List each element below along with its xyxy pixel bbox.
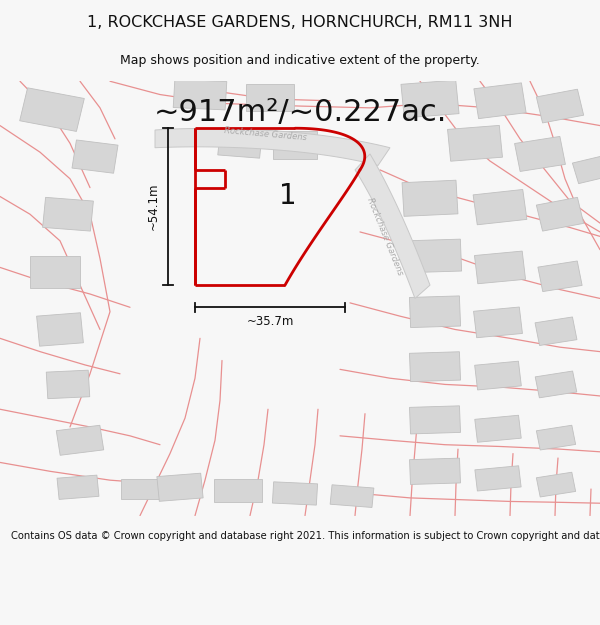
Text: Rockchase Gardens: Rockchase Gardens (223, 126, 307, 142)
Polygon shape (157, 473, 203, 501)
Polygon shape (20, 88, 85, 131)
Text: ~35.7m: ~35.7m (247, 315, 293, 328)
Polygon shape (402, 180, 458, 216)
Polygon shape (218, 128, 262, 158)
Polygon shape (30, 256, 80, 288)
Polygon shape (535, 371, 577, 398)
Polygon shape (535, 317, 577, 346)
Polygon shape (155, 128, 390, 166)
Polygon shape (572, 156, 600, 184)
Polygon shape (355, 154, 430, 298)
Text: Contains OS data © Crown copyright and database right 2021. This information is : Contains OS data © Crown copyright and d… (11, 531, 600, 541)
Polygon shape (473, 307, 523, 338)
Polygon shape (473, 189, 527, 225)
Polygon shape (37, 312, 83, 346)
Polygon shape (515, 136, 565, 171)
Text: ~917m²/~0.227ac.: ~917m²/~0.227ac. (154, 98, 446, 127)
Text: ~54.1m: ~54.1m (146, 183, 160, 231)
Polygon shape (330, 485, 374, 508)
Polygon shape (173, 79, 227, 110)
Polygon shape (536, 425, 575, 450)
Polygon shape (536, 198, 584, 231)
Polygon shape (475, 466, 521, 491)
Polygon shape (214, 479, 262, 502)
Text: Map shows position and indicative extent of the property.: Map shows position and indicative extent… (120, 54, 480, 68)
Polygon shape (475, 361, 521, 390)
Polygon shape (273, 131, 317, 159)
Polygon shape (409, 296, 461, 328)
Text: Rockchase Gardens: Rockchase Gardens (365, 196, 404, 276)
Polygon shape (536, 89, 584, 123)
Text: 1: 1 (279, 182, 297, 211)
Polygon shape (401, 80, 459, 118)
Polygon shape (57, 475, 99, 499)
Polygon shape (409, 406, 461, 434)
Polygon shape (409, 352, 461, 382)
Polygon shape (43, 198, 94, 231)
Polygon shape (272, 482, 317, 505)
Polygon shape (410, 458, 460, 484)
Polygon shape (536, 472, 575, 497)
Polygon shape (474, 83, 526, 119)
Polygon shape (246, 84, 294, 111)
Polygon shape (72, 140, 118, 173)
Polygon shape (46, 370, 90, 399)
Polygon shape (448, 126, 502, 161)
Polygon shape (475, 415, 521, 442)
Polygon shape (475, 251, 526, 284)
Polygon shape (56, 425, 104, 455)
Polygon shape (121, 479, 159, 499)
Text: 1, ROCKCHASE GARDENS, HORNCHURCH, RM11 3NH: 1, ROCKCHASE GARDENS, HORNCHURCH, RM11 3… (87, 15, 513, 30)
Polygon shape (538, 261, 582, 292)
Polygon shape (409, 239, 461, 272)
